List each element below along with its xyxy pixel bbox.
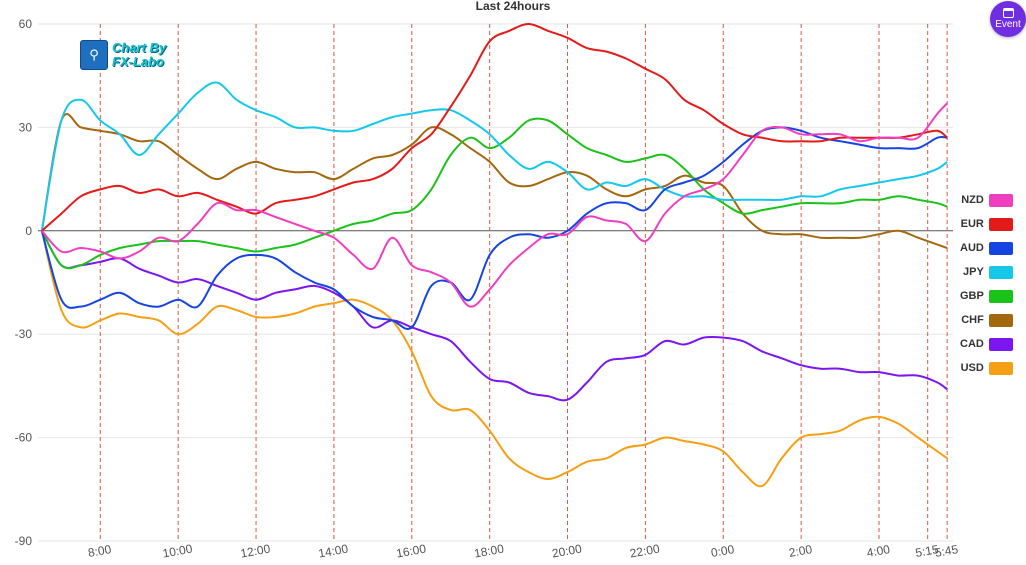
x-tick-label: 2:00 <box>788 542 814 560</box>
legend-swatch <box>988 217 1013 231</box>
series-line-aud <box>40 126 948 330</box>
x-tick-label: 20:00 <box>551 542 583 561</box>
magnifier-icon: ⚲ <box>80 40 108 70</box>
legend-item-eur[interactable]: EUR <box>960 212 1013 236</box>
legend-swatch <box>988 241 1013 255</box>
y-axis: 60 30 0 -30 -60 -90 <box>15 17 33 548</box>
logo-line-1: Chart By <box>112 40 167 55</box>
series-line-usd <box>40 230 948 488</box>
watermark-logo: ⚲ Chart By FX-Labo <box>80 40 166 70</box>
x-tick-label: 0:00 <box>710 542 736 560</box>
y-tick-label: -90 <box>15 534 33 548</box>
series-lines <box>40 23 948 488</box>
y-tick-label: -60 <box>15 431 33 445</box>
x-tick-label: 4:00 <box>866 542 892 560</box>
legend-item-chf[interactable]: CHF <box>960 308 1013 332</box>
x-tick-label: 14:00 <box>317 542 349 561</box>
legend-swatch <box>988 361 1013 375</box>
legend-swatch <box>988 193 1013 207</box>
legend-label: EUR <box>960 218 984 230</box>
legend-swatch <box>988 313 1013 327</box>
x-tick-label: 12:00 <box>239 542 271 561</box>
y-tick-label: 0 <box>25 224 32 238</box>
calendar-icon <box>1002 8 1014 18</box>
legend: NZD EUR AUD JPY GBP CHF CAD USD <box>960 188 1013 380</box>
legend-item-gbp[interactable]: GBP <box>960 284 1013 308</box>
legend-item-aud[interactable]: AUD <box>960 236 1013 260</box>
x-tick-label: 5:15 <box>914 542 940 560</box>
legend-item-cad[interactable]: CAD <box>960 332 1013 356</box>
y-tick-label: 60 <box>19 17 33 31</box>
x-tick-label: 18:00 <box>473 542 505 561</box>
legend-swatch <box>988 265 1013 279</box>
x-tick-label: 22:00 <box>629 542 661 561</box>
legend-label: CAD <box>960 338 984 350</box>
x-tick-label: 16:00 <box>395 542 427 561</box>
legend-label: CHF <box>961 314 984 326</box>
legend-item-nzd[interactable]: NZD <box>960 188 1013 212</box>
series-line-jpy <box>40 81 948 231</box>
legend-label: GBP <box>960 290 984 302</box>
chart-title: Last 24hours <box>476 0 551 13</box>
series-line-eur <box>41 23 948 232</box>
event-button-label: Event <box>995 19 1021 30</box>
legend-label: AUD <box>960 242 984 254</box>
logo-line-2: FX-Labo <box>112 54 164 69</box>
series-line-nzd <box>41 102 948 308</box>
y-tick-label: -30 <box>15 327 33 341</box>
y-tick-label: 30 <box>19 120 33 134</box>
legend-swatch <box>988 337 1013 351</box>
legend-label: NZD <box>961 194 984 206</box>
legend-label: USD <box>960 362 984 374</box>
legend-item-usd[interactable]: USD <box>960 356 1013 380</box>
logo-text: Chart By FX-Labo <box>112 41 166 69</box>
x-tick-label: 10:00 <box>161 542 193 561</box>
x-tick-label: 5:45 <box>934 542 960 560</box>
legend-swatch <box>988 289 1013 303</box>
x-axis: 8:00 10:00 12:00 14:00 16:00 18:00 20:00 22:00 0… <box>87 542 960 561</box>
legend-item-jpy[interactable]: JPY <box>960 260 1013 284</box>
series-line-cad <box>41 230 948 402</box>
x-tick-label: 8:00 <box>87 542 113 560</box>
series-line-chf <box>40 113 948 249</box>
legend-label: JPY <box>963 266 984 278</box>
event-button[interactable]: Event <box>990 1 1026 37</box>
